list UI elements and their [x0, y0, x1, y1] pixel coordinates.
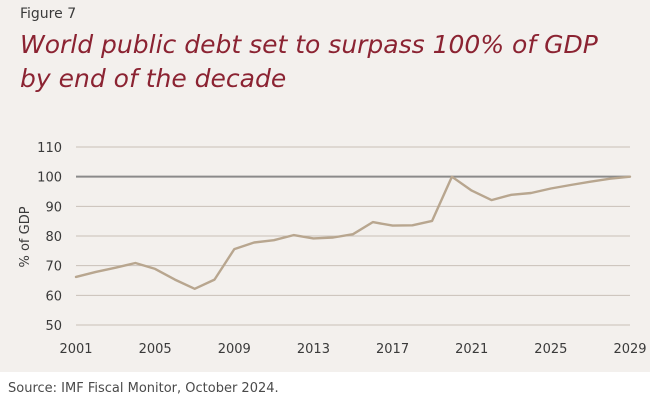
x-tick-label: 2017	[376, 342, 409, 357]
chart-title: World public debt set to surpass 100% of…	[20, 30, 598, 93]
y-tick-label: 80	[45, 230, 62, 245]
x-tick-label: 2013	[297, 342, 330, 357]
y-tick-label: 90	[45, 200, 62, 215]
x-tick-label: 2025	[534, 342, 567, 357]
y-tick-label: 50	[45, 319, 62, 334]
chart-panel	[0, 0, 650, 372]
y-tick-label: 70	[45, 260, 62, 275]
figure-label: Figure 7	[20, 6, 77, 22]
series-line-debt	[74, 175, 632, 290]
y-axis-label: % of GDP	[18, 206, 33, 267]
y-tick-label: 60	[45, 289, 62, 304]
x-tick-label: 2005	[139, 342, 172, 357]
x-tick-label: 2001	[59, 342, 92, 357]
source-note: Source: IMF Fiscal Monitor, October 2024…	[8, 381, 279, 396]
y-tick-label: 100	[37, 171, 62, 186]
line-chart: % of GDP 50 60 70 80 90 100 110 2001 2005 2009 201…	[18, 141, 647, 357]
x-tick-label: 2021	[455, 342, 488, 357]
x-tick-label: 2009	[218, 342, 251, 357]
x-tick-label: 2029	[613, 342, 646, 357]
y-tick-label: 110	[37, 141, 62, 156]
